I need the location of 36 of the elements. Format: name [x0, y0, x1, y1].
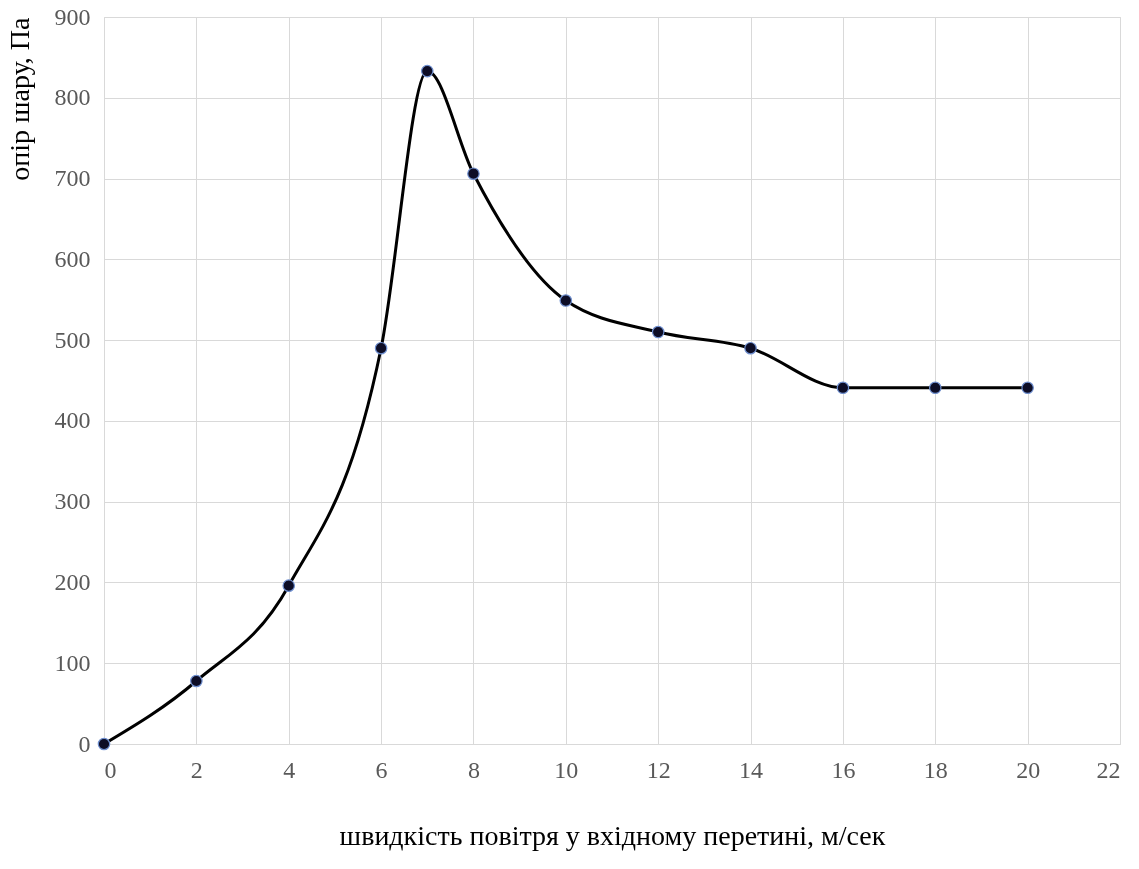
point — [1021, 381, 1034, 395]
x-tick-label: 6 — [375, 756, 388, 783]
x-tick-label: 10 — [554, 756, 579, 783]
y-tick-label: 500 — [54, 326, 91, 353]
y-tick-label: 0 — [78, 730, 91, 757]
point — [282, 579, 296, 592]
x-tick-label: 20 — [1016, 756, 1041, 783]
y-tick-label: 700 — [54, 165, 91, 192]
point — [744, 341, 757, 355]
x-tick-label: 14 — [739, 756, 764, 783]
point — [190, 674, 203, 688]
x-axis-title: швидкість повітря у вхідному перетині, м/сек — [339, 819, 886, 851]
x-tick-label: 18 — [923, 756, 948, 783]
point — [97, 737, 111, 751]
x-tick-label: 12 — [646, 756, 671, 783]
x-tick-label: 2 — [190, 756, 203, 783]
y-tick-label: 200 — [54, 568, 91, 595]
y-tick-label: 100 — [54, 649, 91, 676]
y-tick-label: 600 — [54, 245, 91, 272]
point — [374, 341, 388, 355]
point — [420, 64, 434, 78]
point — [651, 325, 665, 339]
point — [836, 381, 850, 395]
point — [559, 294, 573, 307]
y-tick-label: 900 — [54, 3, 91, 30]
y-tick-label: 300 — [54, 488, 91, 515]
point — [467, 167, 480, 180]
point — [928, 381, 942, 395]
x-tick-label: 16 — [831, 756, 856, 783]
y-tick-label: 400 — [54, 407, 91, 434]
y-tick-label: 800 — [54, 84, 91, 111]
x-tick-label: 4 — [283, 756, 296, 783]
y-axis-title: опір шару, Па — [3, 16, 35, 181]
x-tick-label: 0 — [104, 756, 117, 783]
x-tick-label: 22 — [1096, 756, 1121, 783]
x-tick-label: 8 — [467, 756, 480, 783]
